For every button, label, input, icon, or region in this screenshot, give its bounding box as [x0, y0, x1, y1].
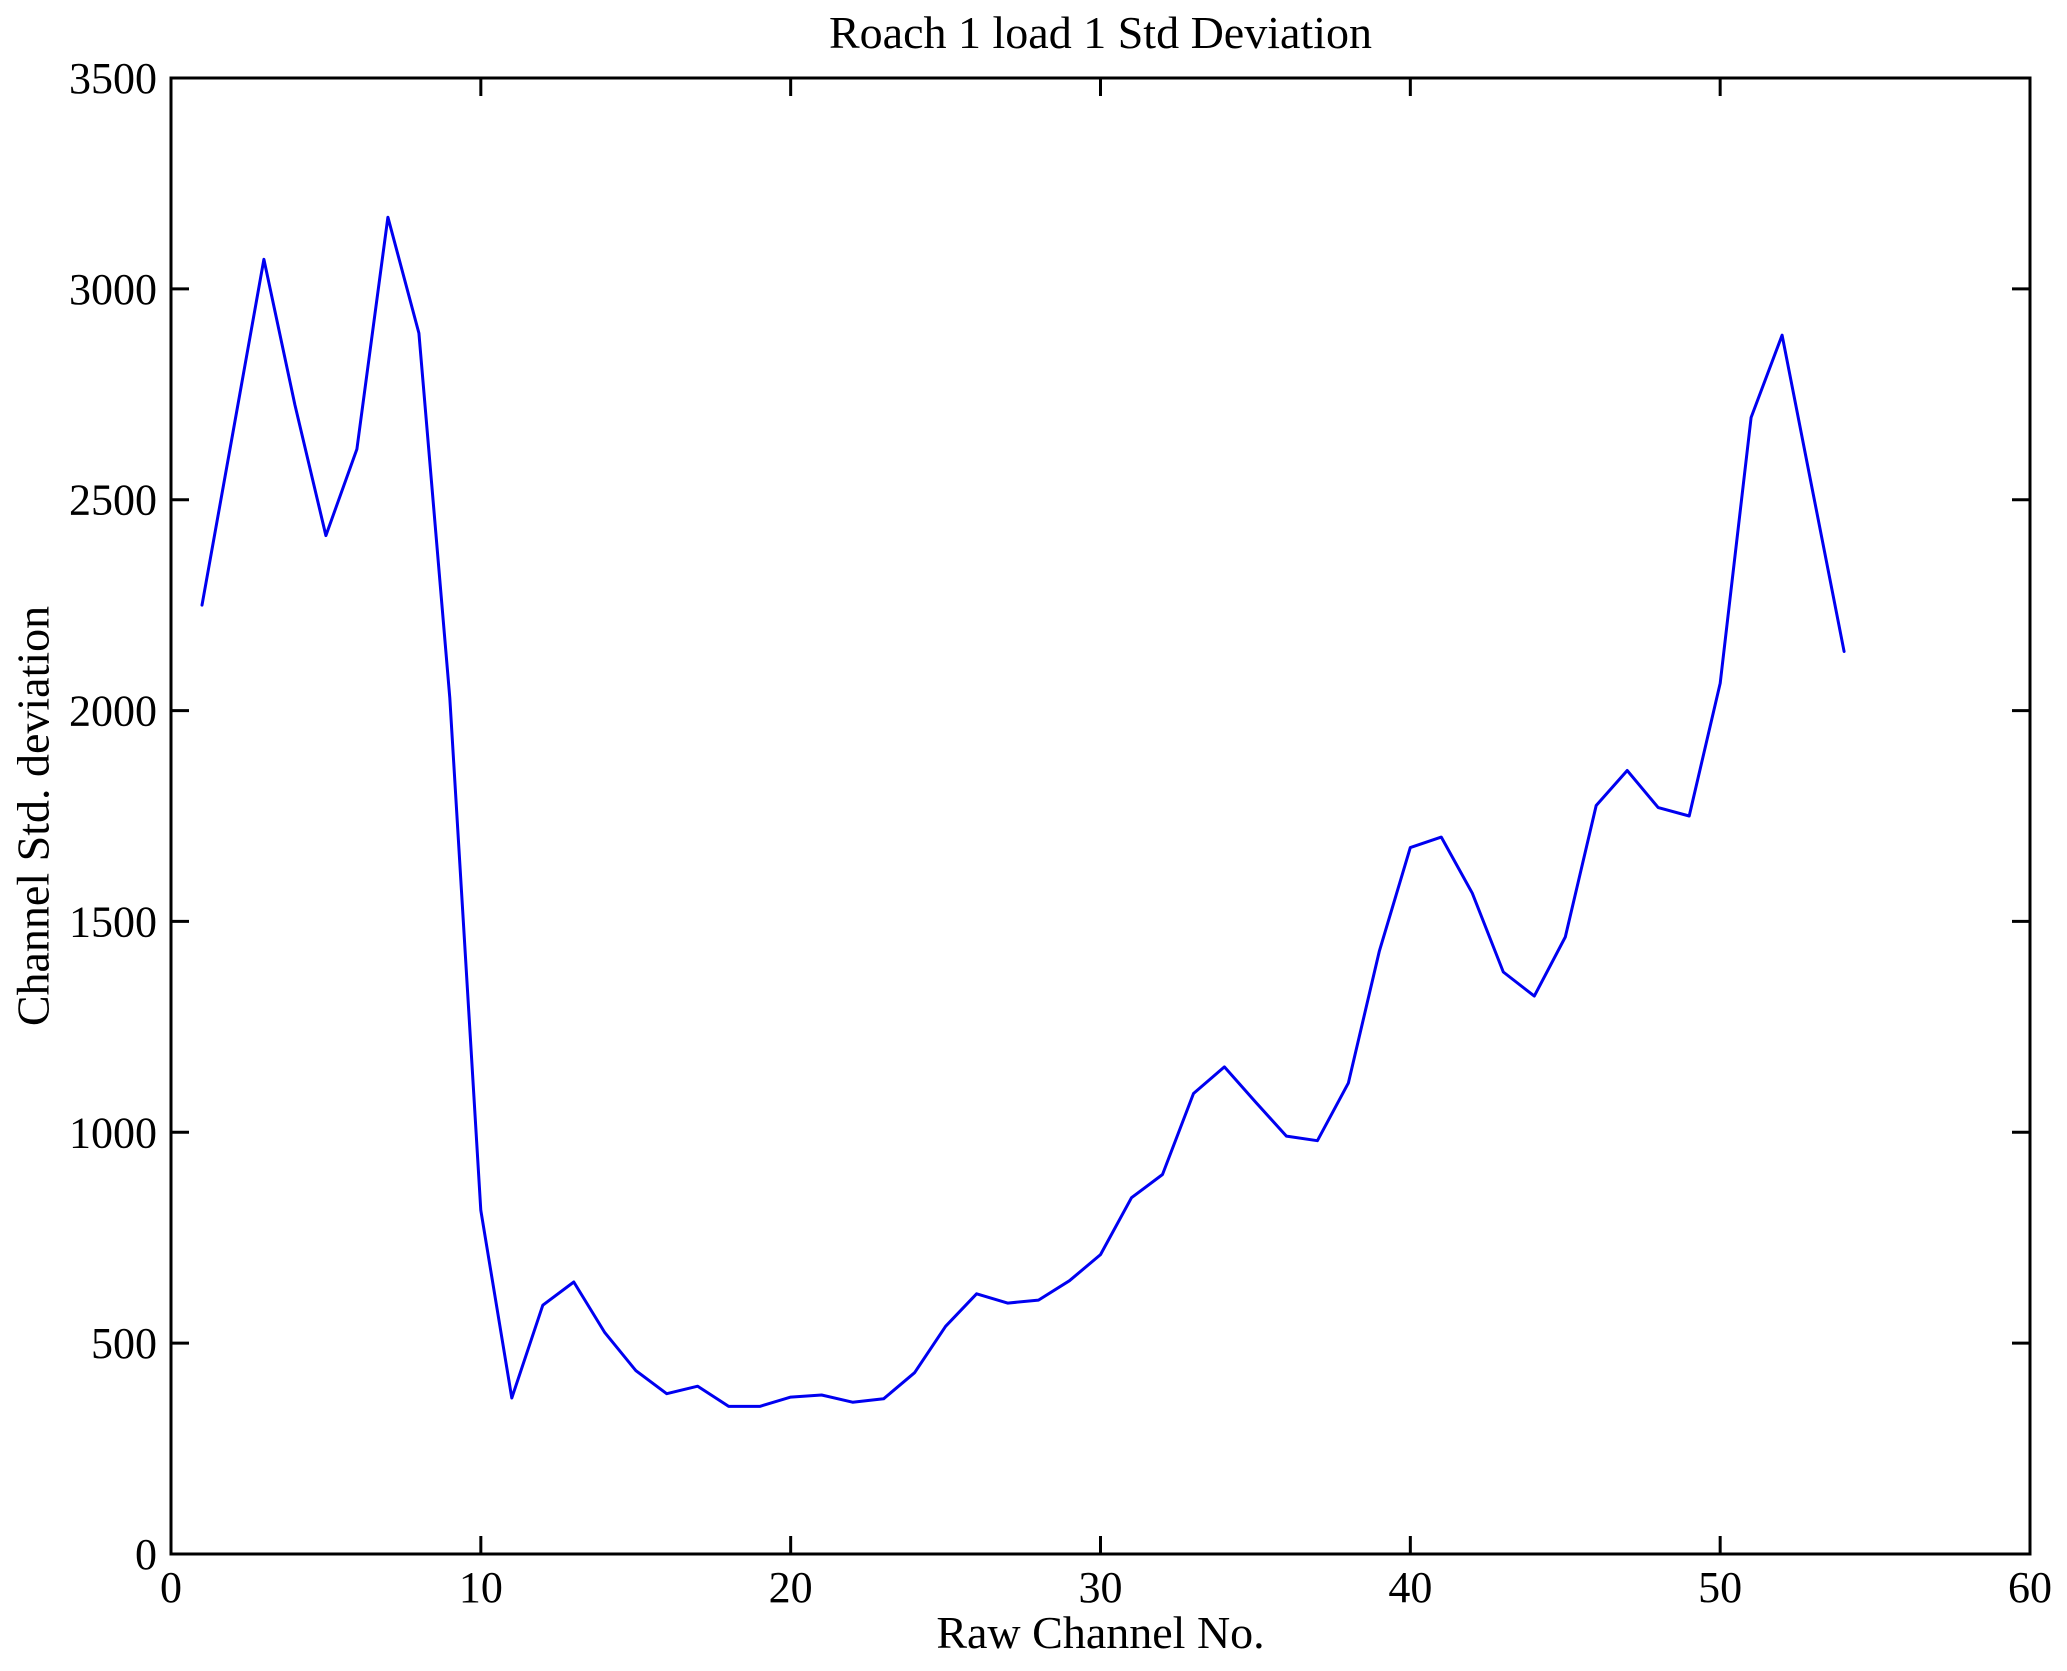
y-tick-label: 2500	[69, 476, 157, 525]
y-tick-label: 1000	[69, 1108, 157, 1157]
x-tick-label: 60	[2008, 1563, 2052, 1612]
x-tick-label: 0	[160, 1563, 182, 1612]
x-tick-label: 40	[1388, 1563, 1432, 1612]
y-tick-label: 3000	[69, 265, 157, 314]
x-tick-label: 30	[1079, 1563, 1123, 1612]
y-tick-label: 2000	[69, 687, 157, 736]
y-tick-label: 1500	[69, 897, 157, 946]
axes-box	[169, 76, 2032, 1556]
y-tick-label: 0	[135, 1530, 157, 1579]
x-axis-label: Raw Channel No.	[936, 1607, 1265, 1658]
chart-title: Roach 1 load 1 Std Deviation	[829, 7, 1372, 58]
data-line-channel-std-deviation	[200, 215, 1846, 1408]
y-tick-label: 500	[91, 1319, 157, 1368]
y-tick-label: 3500	[69, 54, 157, 103]
x-tick-label: 20	[769, 1563, 813, 1612]
x-tick-label: 50	[1698, 1563, 1742, 1612]
x-tick-label: 10	[459, 1563, 503, 1612]
